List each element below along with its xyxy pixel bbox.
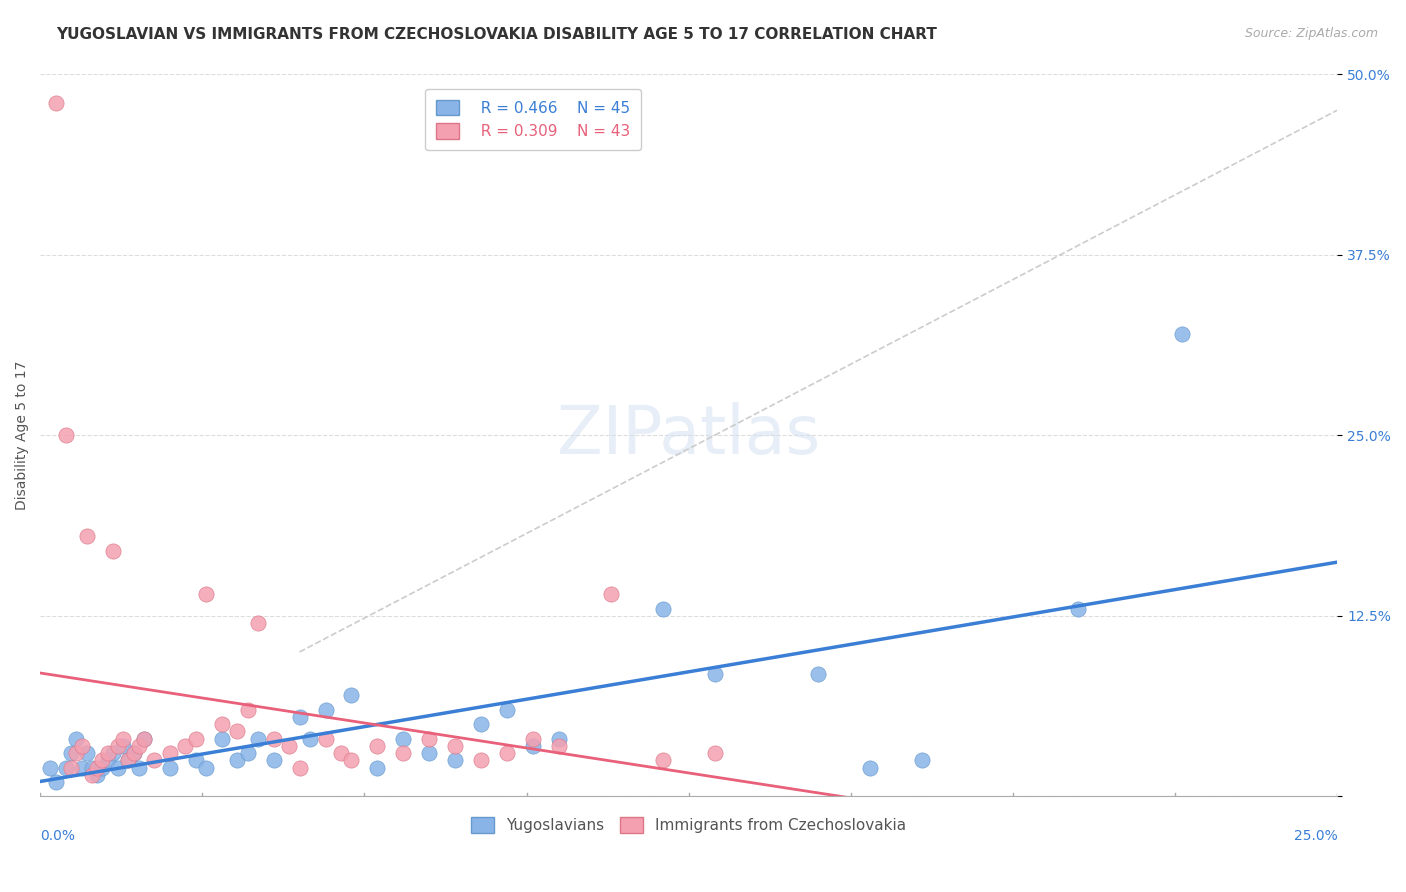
Point xyxy=(195,587,218,601)
Point xyxy=(703,666,725,681)
Point xyxy=(366,739,388,753)
Point xyxy=(247,731,270,746)
Point xyxy=(101,746,124,760)
Point xyxy=(315,731,337,746)
Point xyxy=(392,731,415,746)
Point xyxy=(288,760,311,774)
Point xyxy=(263,753,285,767)
Text: Source: ZipAtlas.com: Source: ZipAtlas.com xyxy=(1244,27,1378,40)
Point xyxy=(418,746,440,760)
Text: 25.0%: 25.0% xyxy=(1294,829,1337,843)
Point xyxy=(101,543,124,558)
Point xyxy=(122,746,145,760)
Point xyxy=(159,760,181,774)
Point xyxy=(236,703,259,717)
Point xyxy=(97,746,120,760)
Point xyxy=(600,587,623,601)
Point xyxy=(651,601,673,615)
Point xyxy=(226,753,249,767)
Point xyxy=(911,753,934,767)
Point xyxy=(86,768,108,782)
Point xyxy=(132,731,155,746)
Point xyxy=(143,753,166,767)
Point xyxy=(330,746,353,760)
Point xyxy=(174,739,197,753)
Point xyxy=(496,746,519,760)
Point xyxy=(70,739,93,753)
Point xyxy=(1170,327,1192,342)
Point xyxy=(288,710,311,724)
Point xyxy=(522,731,544,746)
Point xyxy=(45,95,67,110)
Point xyxy=(91,753,114,767)
Point xyxy=(39,760,62,774)
Point xyxy=(97,753,120,767)
Point xyxy=(128,760,150,774)
Point xyxy=(45,775,67,789)
Point xyxy=(651,753,673,767)
Point xyxy=(470,717,492,731)
Point xyxy=(122,746,145,760)
Point xyxy=(859,760,882,774)
Point xyxy=(107,760,129,774)
Point xyxy=(418,731,440,746)
Point xyxy=(548,739,571,753)
Point xyxy=(298,731,321,746)
Point xyxy=(76,746,98,760)
Point xyxy=(86,760,108,774)
Point xyxy=(366,760,388,774)
Point xyxy=(184,731,207,746)
Point xyxy=(263,731,285,746)
Point xyxy=(315,703,337,717)
Point xyxy=(226,724,249,739)
Point xyxy=(470,753,492,767)
Point xyxy=(91,760,114,774)
Point xyxy=(195,760,218,774)
Point xyxy=(392,746,415,760)
Point xyxy=(55,428,77,442)
Point xyxy=(55,760,77,774)
Point xyxy=(159,746,181,760)
Point xyxy=(807,666,830,681)
Point xyxy=(211,717,233,731)
Point xyxy=(112,731,135,746)
Point xyxy=(80,760,103,774)
Point xyxy=(65,746,87,760)
Y-axis label: Disability Age 5 to 17: Disability Age 5 to 17 xyxy=(15,360,30,510)
Point xyxy=(522,739,544,753)
Point xyxy=(444,753,467,767)
Text: YUGOSLAVIAN VS IMMIGRANTS FROM CZECHOSLOVAKIA DISABILITY AGE 5 TO 17 CORRELATION: YUGOSLAVIAN VS IMMIGRANTS FROM CZECHOSLO… xyxy=(56,27,938,42)
Point xyxy=(211,731,233,746)
Point xyxy=(107,739,129,753)
Point xyxy=(1067,601,1090,615)
Point xyxy=(496,703,519,717)
Point xyxy=(703,746,725,760)
Point xyxy=(76,529,98,543)
Legend: Yugoslavians, Immigrants from Czechoslovakia: Yugoslavians, Immigrants from Czechoslov… xyxy=(465,811,912,839)
Point xyxy=(132,731,155,746)
Point xyxy=(65,731,87,746)
Text: 0.0%: 0.0% xyxy=(41,829,75,843)
Point xyxy=(117,753,139,767)
Point xyxy=(247,615,270,630)
Text: ZIPatlas: ZIPatlas xyxy=(557,402,820,468)
Point xyxy=(128,739,150,753)
Point xyxy=(236,746,259,760)
Point xyxy=(340,753,363,767)
Point xyxy=(117,753,139,767)
Point xyxy=(278,739,301,753)
Point xyxy=(340,688,363,702)
Point xyxy=(60,746,83,760)
Point xyxy=(444,739,467,753)
Point xyxy=(548,731,571,746)
Point xyxy=(70,760,93,774)
Point xyxy=(184,753,207,767)
Point xyxy=(112,739,135,753)
Point xyxy=(60,760,83,774)
Point xyxy=(80,768,103,782)
